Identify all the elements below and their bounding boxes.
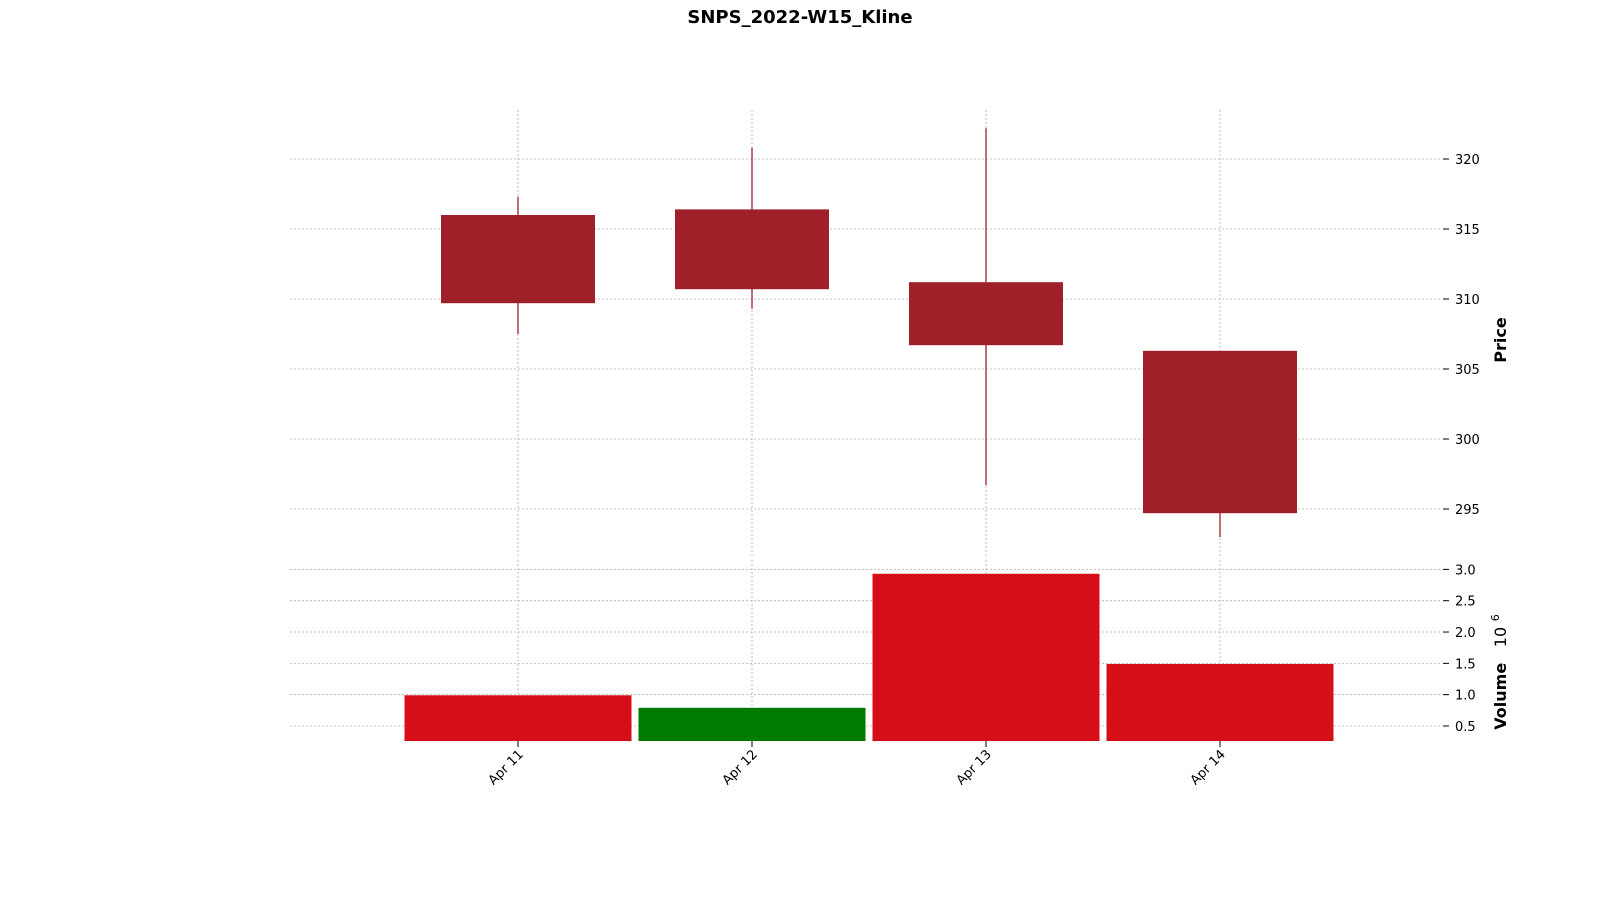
volume-axis-exponent: 6 xyxy=(1489,614,1502,621)
volume-bar xyxy=(1106,663,1334,741)
volume-axis-label: Volume 10 6 xyxy=(1489,614,1510,729)
volume-panel: 0.5 1.0 1.5 2.0 2.5 3.0 Volume 10 6 xyxy=(290,560,1510,741)
candle-body xyxy=(675,209,829,290)
volume-bar xyxy=(872,573,1100,741)
price-candles xyxy=(441,128,1297,537)
price-axis: 295 300 305 310 315 320 xyxy=(1443,153,1480,518)
volume-tick-label: 3.0 xyxy=(1455,563,1476,578)
volume-bar xyxy=(404,695,632,741)
volume-tick-label: 1.0 xyxy=(1455,689,1476,704)
price-tick-label: 320 xyxy=(1455,153,1480,168)
volume-axis: 0.5 1.0 1.5 2.0 2.5 3.0 xyxy=(1443,563,1476,735)
volume-tick-label: 2.0 xyxy=(1455,626,1476,641)
price-tick-label: 315 xyxy=(1455,223,1480,238)
x-tick-label: Apr 13 xyxy=(954,747,995,788)
volume-tick-label: 1.5 xyxy=(1455,657,1476,672)
x-axis: Apr 11 Apr 12 Apr 13 Apr 14 xyxy=(486,741,1229,788)
price-tick-label: 295 xyxy=(1455,503,1480,518)
price-tick-label: 300 xyxy=(1455,433,1480,448)
candle-body xyxy=(1143,350,1297,514)
volume-tick-label: 2.5 xyxy=(1455,595,1476,610)
candle-body xyxy=(441,215,595,304)
chart-title: SNPS_2022-W15_Kline xyxy=(687,7,912,28)
price-tick-label: 310 xyxy=(1455,293,1480,308)
x-tick-label: Apr 14 xyxy=(1188,747,1229,788)
x-tick-label: Apr 11 xyxy=(486,747,527,788)
x-tick-label: Apr 12 xyxy=(720,747,761,788)
volume-bar xyxy=(638,707,866,741)
volume-bars xyxy=(404,573,1334,741)
volume-axis-multiplier: 10 xyxy=(1491,627,1510,647)
price-tick-label: 305 xyxy=(1455,363,1480,378)
price-panel: 295 300 305 310 315 320 Price xyxy=(290,110,1510,558)
candle-body xyxy=(909,282,1063,346)
volume-tick-label: 0.5 xyxy=(1455,720,1476,735)
price-axis-label: Price xyxy=(1491,317,1510,363)
volume-axis-title: Volume xyxy=(1491,663,1510,730)
